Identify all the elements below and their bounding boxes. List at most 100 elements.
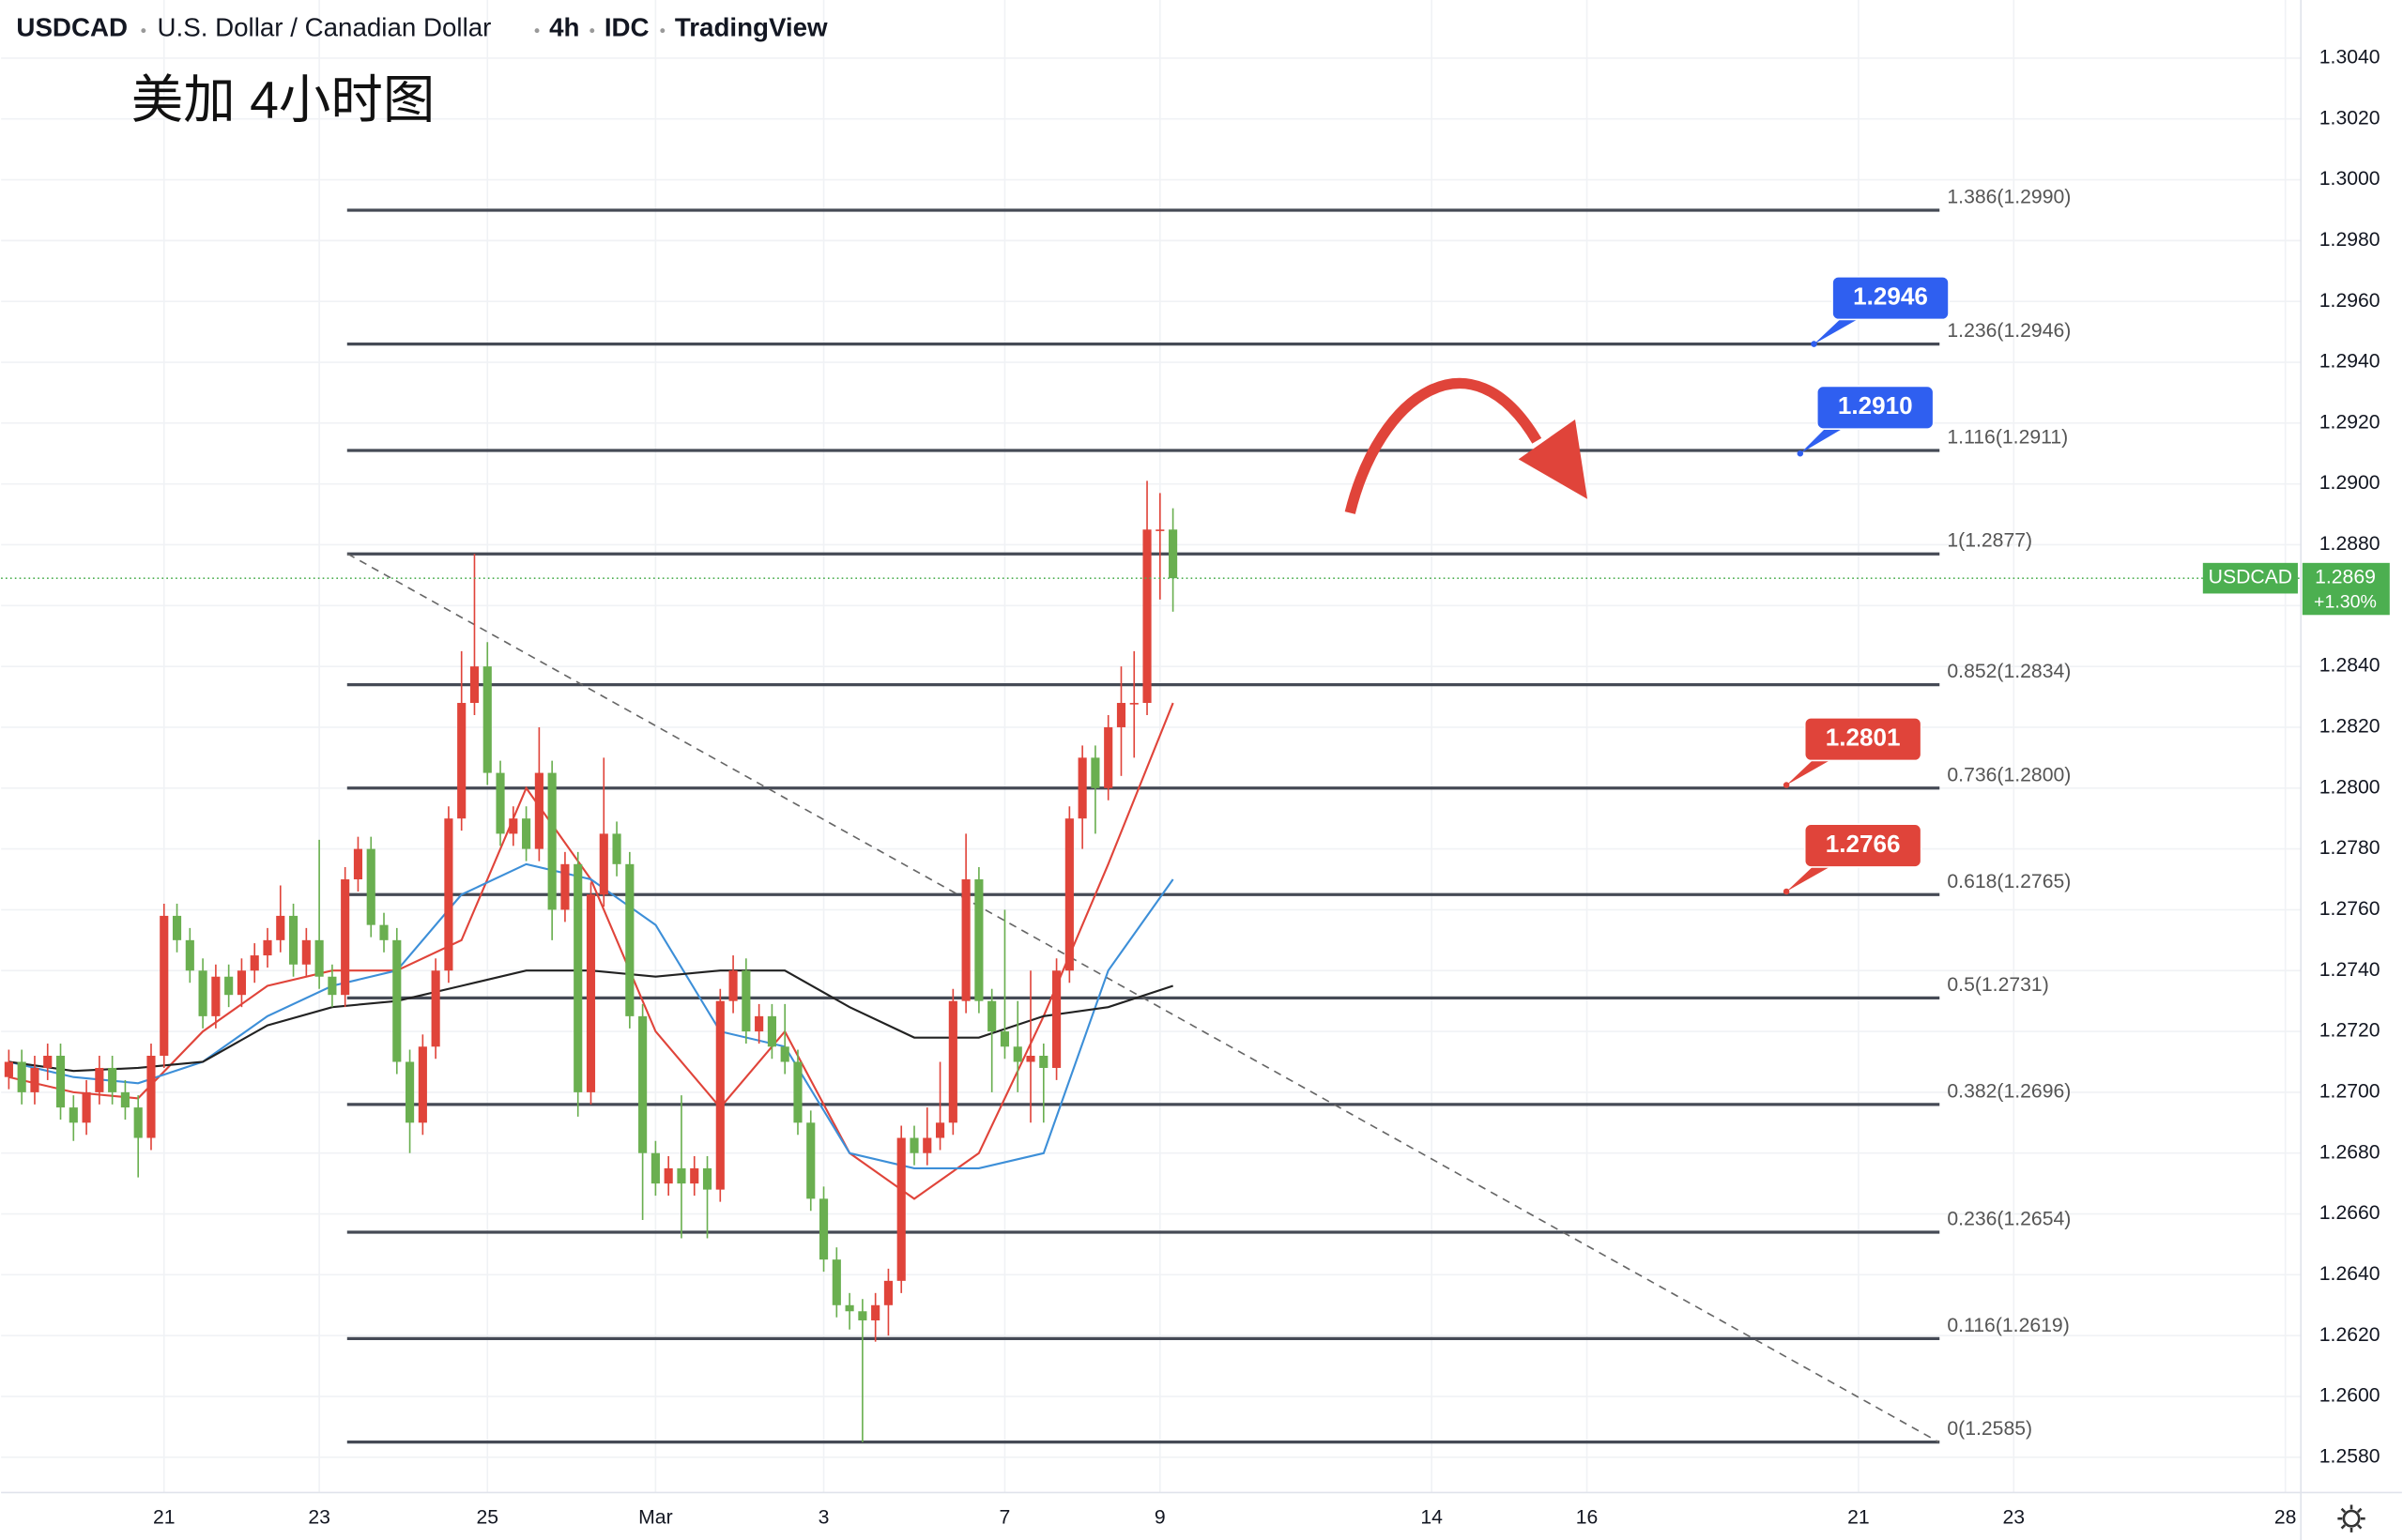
candle-body [172, 915, 182, 940]
candle-body [146, 1056, 156, 1138]
candle-body [1000, 1031, 1010, 1047]
candle-body [728, 970, 738, 1001]
fib-label: 0.736(1.2800) [1947, 764, 2071, 785]
candle-body [832, 1259, 841, 1305]
fib-label: 0.382(1.2696) [1947, 1080, 2071, 1102]
candle-body [1026, 1056, 1035, 1062]
candle-body [341, 879, 350, 996]
fib-label: 0(1.2585) [1947, 1418, 2032, 1440]
candle-body [896, 1137, 906, 1281]
y-tick-label: 1.2880 [2319, 533, 2380, 555]
candle-body [263, 939, 272, 956]
candle-body [120, 1091, 130, 1108]
y-tick-label: 1.2920 [2319, 411, 2380, 433]
arrow-curve [1344, 377, 1542, 514]
candle-body [301, 939, 311, 965]
candle-body [586, 894, 596, 1092]
callout-label: 1.2766 [1826, 830, 1901, 858]
candle-body [328, 976, 337, 996]
candle-body [974, 879, 984, 1001]
candle-body [250, 955, 259, 971]
candle-body [547, 772, 557, 910]
candle-body [379, 924, 389, 940]
candle-body [702, 1167, 712, 1190]
candle-body [767, 1015, 776, 1047]
source: IDC [605, 12, 650, 41]
candle-body [406, 1061, 415, 1123]
platform: TradingView [675, 12, 828, 41]
trendline [347, 553, 1939, 1443]
candle-body [1039, 1056, 1048, 1068]
candle-body [509, 818, 518, 834]
candle-body [560, 863, 570, 910]
candle-body [1156, 529, 1165, 531]
candle-body [314, 939, 324, 977]
candle-body [910, 1137, 919, 1153]
candle-body [1078, 757, 1087, 819]
price-tag [2302, 562, 2390, 616]
candle-body [883, 1280, 894, 1305]
symbol-tag [2202, 562, 2298, 594]
candle-body [1116, 703, 1126, 727]
gear-ring [2342, 1509, 2361, 1528]
x-tick-label: 21 [1847, 1507, 1870, 1529]
y-tick-label: 1.3020 [2319, 107, 2380, 129]
x-tick-label: 7 [1000, 1507, 1011, 1529]
instrument-name: U.S. Dollar / Canadian Dollar [158, 12, 492, 41]
settings-icon[interactable] [2337, 1504, 2365, 1532]
candle-body [392, 939, 402, 1062]
candle-body [160, 915, 169, 1057]
candle-body [845, 1304, 854, 1312]
candle-body [961, 879, 971, 1001]
y-tick-label: 1.2820 [2319, 716, 2380, 738]
candle-body [780, 1046, 789, 1062]
candle-body [55, 1056, 66, 1108]
candle-body [82, 1091, 91, 1123]
header: USDCAD U.S. Dollar / Canadian Dollar 4h … [16, 12, 828, 41]
candle-body [444, 818, 453, 971]
y-tick-label: 1.2660 [2319, 1202, 2380, 1224]
price-tag-label: 1.2869 [2315, 567, 2376, 588]
candle-body [715, 1000, 725, 1190]
y-tick-label: 1.2800 [2319, 776, 2380, 798]
candle-body [1091, 757, 1100, 788]
candle-body [534, 772, 543, 849]
callout-anchor [1797, 450, 1804, 457]
callout-box [1831, 275, 1950, 321]
candle-body [1169, 529, 1178, 579]
candle-body [690, 1167, 699, 1184]
candle-body [806, 1122, 816, 1199]
candle-body [871, 1304, 880, 1320]
candle-body [935, 1122, 945, 1138]
candle-body [496, 772, 505, 834]
y-tick-label: 1.2840 [2319, 655, 2380, 677]
x-tick-label: Mar [638, 1507, 672, 1529]
y-tick-label: 1.2580 [2319, 1445, 2380, 1467]
fib-label: 1(1.2877) [1947, 530, 2032, 552]
candle-body [599, 833, 608, 895]
symbol-tag-label: USDCAD [2209, 567, 2292, 588]
fib-label: 0.5(1.2731) [1947, 974, 2048, 996]
y-tick-label: 1.3000 [2319, 168, 2380, 190]
candle-body [288, 915, 298, 965]
fib-label: 1.116(1.2911) [1947, 427, 2068, 449]
curved-arrow [1344, 377, 1588, 514]
gear-teeth [2337, 1504, 2365, 1532]
callout-label: 1.2801 [1826, 723, 1901, 751]
fib-label: 1.386(1.2990) [1947, 187, 2071, 208]
candle-body [664, 1167, 673, 1184]
y-tick-label: 1.2720 [2319, 1020, 2380, 1042]
y-tick-label: 1.2740 [2319, 959, 2380, 981]
candle-body [108, 1067, 117, 1092]
callout-box [1803, 716, 1922, 762]
y-tick-label: 1.2600 [2319, 1385, 2380, 1407]
candle-body [237, 970, 247, 996]
candle-body [1104, 726, 1113, 788]
candle-body [987, 1000, 997, 1032]
candle-body [638, 1015, 648, 1153]
y-tick-label: 1.2980 [2319, 229, 2380, 251]
fib-label: 0.236(1.2654) [1947, 1209, 2071, 1230]
candle-body [69, 1107, 78, 1123]
